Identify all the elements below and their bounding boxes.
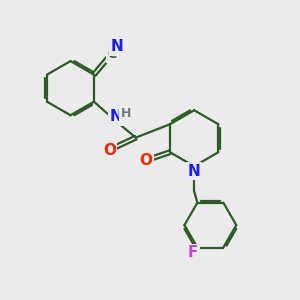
Text: N: N [188, 164, 200, 179]
Text: C: C [107, 48, 117, 61]
Text: O: O [139, 153, 152, 168]
Text: N: N [110, 109, 122, 124]
Text: N: N [111, 39, 123, 54]
Text: H: H [121, 107, 131, 120]
Text: O: O [103, 143, 116, 158]
Text: F: F [188, 245, 198, 260]
